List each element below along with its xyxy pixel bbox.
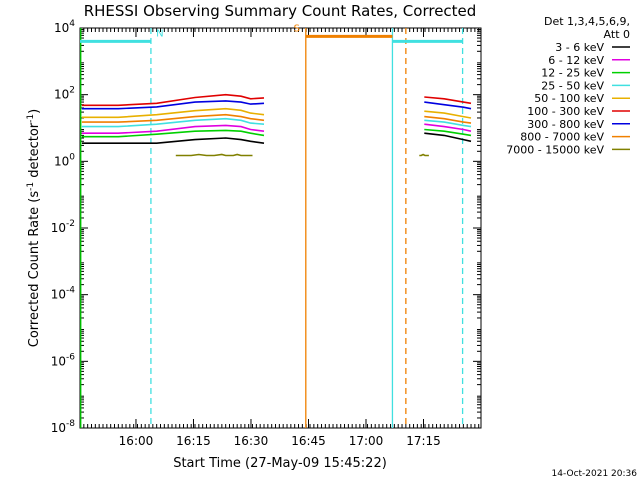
legend-entry-label: 25 - 50 keV — [541, 79, 604, 92]
flag-bar-label: N — [156, 28, 163, 39]
series-line — [424, 128, 472, 137]
series-line — [81, 93, 265, 107]
y-tick-label: 102 — [54, 86, 75, 102]
series-line — [424, 119, 472, 128]
y-tick-label: 10-2 — [51, 219, 75, 235]
x-tick-label: 16:30 — [234, 434, 269, 448]
legend-entry-label: 800 - 7000 keV — [520, 131, 604, 144]
series-line — [424, 115, 472, 124]
legend-entry-label: 12 - 25 keV — [541, 67, 604, 80]
series-line — [81, 100, 265, 110]
legend-entry-label: 50 - 100 keV — [534, 92, 604, 105]
series-line — [81, 124, 265, 134]
legend-entry-label: 6 - 12 keV — [548, 54, 604, 67]
plot-frame — [79, 27, 482, 429]
legend-entry-label: 300 - 800 keV — [527, 118, 604, 131]
x-tick-label: 17:00 — [349, 434, 384, 448]
x-tick-label: 16:15 — [176, 434, 211, 448]
y-tick-label: 10-4 — [51, 286, 76, 302]
series-line — [81, 117, 265, 128]
legend-entry-label: 100 - 300 keV — [527, 105, 604, 118]
y-axis-label-sup2: -1 — [26, 114, 36, 123]
series-line — [419, 153, 429, 157]
series-line — [81, 129, 265, 138]
series-line — [81, 107, 265, 119]
y-tick-label: 104 — [54, 19, 75, 35]
series-line — [424, 101, 472, 110]
y-tick-label: 10-6 — [51, 352, 76, 368]
y-axis-label-sup1: -1 — [26, 182, 36, 191]
y-axis-label-main: Corrected Count Rate (s — [27, 191, 42, 348]
plot-area: 10-8 10-6 10-4 10-2 100 102 104 16:00 16:15 16:30… — [51, 19, 482, 448]
series-line — [424, 110, 472, 119]
chart-title: RHESSI Observing Summary Count Rates, Co… — [84, 2, 477, 20]
series-line — [424, 123, 472, 132]
y-axis-label-mid: detector — [27, 122, 42, 182]
y-axis-label: Corrected Count Rate (s-1 detector-1) — [26, 109, 42, 347]
series-line — [424, 96, 472, 105]
legend-entry-label: 3 - 6 keV — [555, 41, 604, 54]
x-axis-label: Start Time (27-May-09 15:45:22) — [173, 456, 387, 471]
series-line — [424, 132, 472, 143]
timestamp: 14-Oct-2021 20:36 — [552, 469, 638, 479]
x-tick-label: 16:45 — [291, 434, 326, 448]
y-tick-label: 10-8 — [51, 419, 76, 435]
y-tick-label: 100 — [54, 152, 75, 168]
flag-bar-label: S — [294, 23, 300, 34]
series-line — [81, 137, 265, 144]
legend-title-line-1: Det 1,3,4,5,6,9, — [544, 15, 630, 28]
x-tick-label: 16:00 — [119, 434, 154, 448]
y-axis-label-end: ) — [27, 109, 42, 114]
series-line — [175, 153, 253, 157]
x-tick-label: 17:15 — [406, 434, 441, 448]
series-line — [81, 113, 265, 123]
legend-entry-label: 7000 - 15000 keV — [506, 143, 604, 156]
legend-title-line-2: Att 0 — [604, 28, 630, 41]
